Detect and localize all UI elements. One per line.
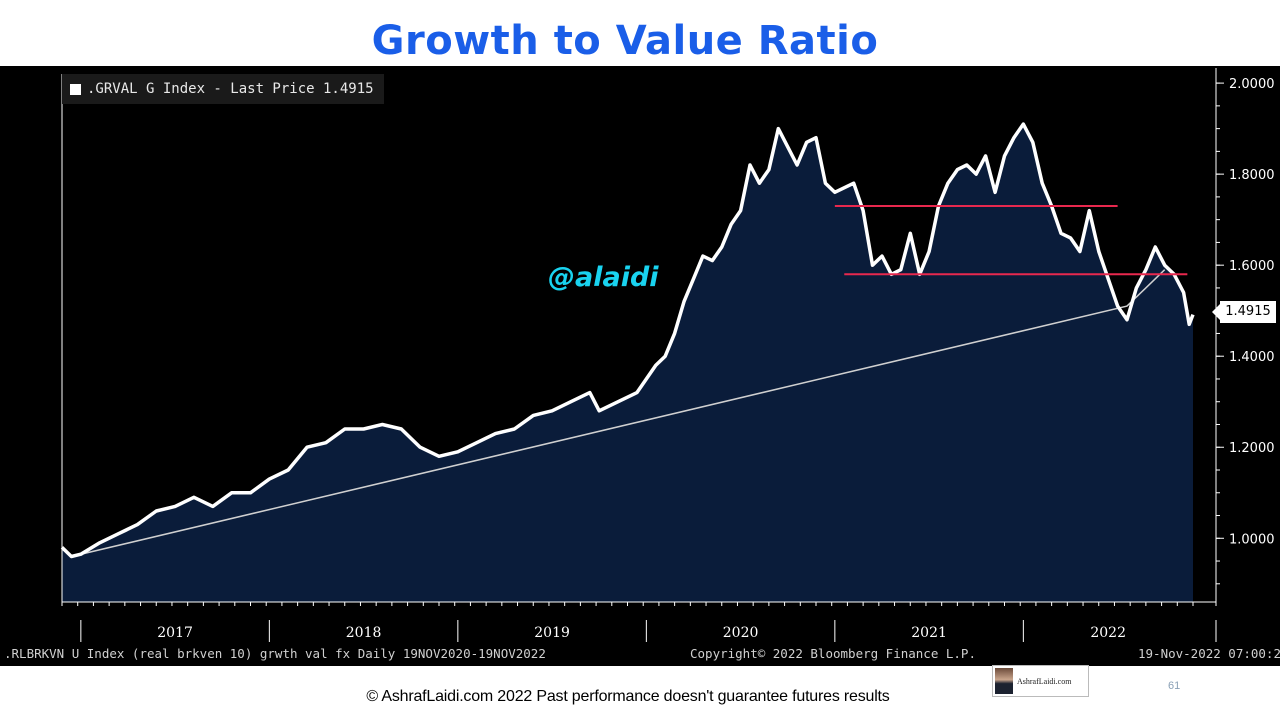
footer-copyright: Copyright© 2022 Bloomberg Finance L.P. xyxy=(690,646,976,661)
watermark: @alaidi xyxy=(548,262,659,293)
trendline xyxy=(71,269,1166,558)
logo-text: AshrafLaidi.com xyxy=(1017,676,1072,686)
y-tick-label: 1.4000 xyxy=(1229,350,1275,365)
copyright-line: © AshrafLaidi.com 2022 Past performance … xyxy=(366,688,890,705)
footer-timestamp: 19-Nov-2022 07:00:27 xyxy=(1138,646,1280,661)
year-label: 2017 xyxy=(157,625,193,641)
legend-label: .GRVAL G Index - Last Price 1.4915 xyxy=(87,81,374,97)
y-tick-label: 2.0000 xyxy=(1229,77,1275,92)
series-area xyxy=(62,124,1193,602)
logo-photo xyxy=(995,668,1013,694)
year-label: 2022 xyxy=(1090,625,1126,641)
slide-title: Growth to Value Ratio xyxy=(371,18,879,64)
y-tick-label: 1.2000 xyxy=(1229,441,1275,456)
legend: .GRVAL G Index - Last Price 1.4915 xyxy=(62,74,384,104)
series-line xyxy=(60,122,1195,559)
year-label: 2021 xyxy=(911,625,947,641)
year-label: 2020 xyxy=(723,625,759,641)
y-tick-label: 1.0000 xyxy=(1229,532,1275,547)
logo: AshrafLaidi.com xyxy=(992,665,1089,697)
chart-footer: .RLBRKVN U Index (real brkven 10) grwth … xyxy=(0,644,1280,664)
y-tick-label: 1.6000 xyxy=(1229,259,1275,274)
last-price-tag: 1.4915 xyxy=(1212,301,1276,323)
footer-index-info: .RLBRKVN U Index (real brkven 10) grwth … xyxy=(4,646,546,661)
y-tick-label: 1.8000 xyxy=(1229,168,1275,183)
year-label: 2019 xyxy=(534,625,570,641)
page-number: 61 xyxy=(1168,680,1181,692)
price-chart: 1.0000 1.2000 1.4000 1.6000 1.8000 2.0000 2017… xyxy=(60,68,1275,642)
year-label: 2018 xyxy=(346,625,382,641)
legend-swatch xyxy=(70,83,81,95)
chart-panel: 1.0000 1.2000 1.4000 1.6000 1.8000 2.0000 2017… xyxy=(0,66,1280,666)
